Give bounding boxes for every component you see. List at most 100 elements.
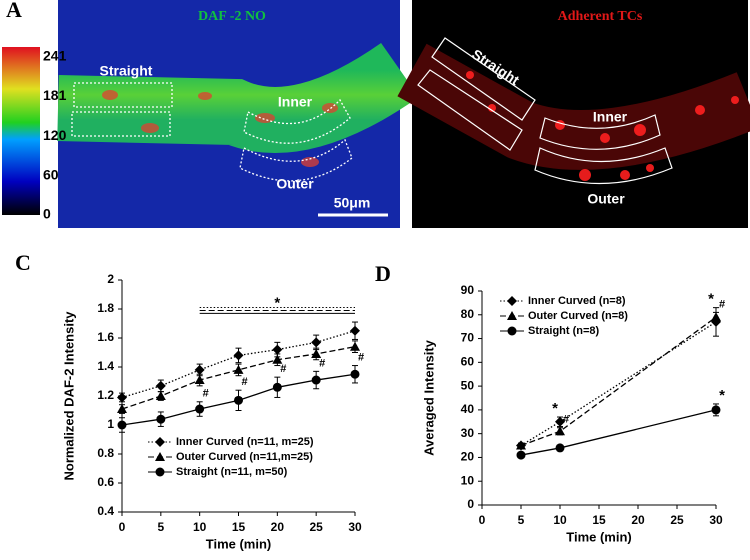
- y-tick-label: 90: [461, 283, 475, 297]
- legend-label: Inner Curved (n=8): [528, 295, 626, 307]
- scale-label: 50μm: [334, 195, 371, 211]
- marker: [195, 404, 205, 414]
- x-tick-label: 0: [119, 520, 126, 534]
- roi-boxes: [417, 37, 673, 185]
- marker: [516, 450, 526, 460]
- marker: [117, 404, 127, 414]
- x-tick-label: 25: [670, 513, 684, 527]
- panel-b: B Straight Inner Outer Adherent TCs: [397, 0, 750, 228]
- point-label: *: [719, 387, 725, 404]
- point-label: #: [319, 357, 325, 369]
- y-tick-label: 10: [461, 473, 475, 487]
- x-axis-label: Time (min): [566, 529, 632, 544]
- marker: [155, 452, 165, 461]
- x-tick-label: 20: [271, 520, 285, 534]
- colorbar-tick-label: 60: [43, 166, 59, 182]
- marker: [516, 440, 526, 450]
- x-tick-label: 10: [553, 513, 567, 527]
- point-label: #: [203, 388, 209, 400]
- x-tick-label: 15: [592, 513, 606, 527]
- point-label: #: [241, 376, 247, 388]
- panel-title: Adherent TCs: [558, 9, 643, 24]
- y-tick-label: 0.6: [97, 475, 114, 489]
- marker: [194, 364, 205, 375]
- x-tick-label: 20: [631, 513, 645, 527]
- roi-label: Inner: [593, 109, 628, 125]
- panel-letter: A: [6, 0, 22, 22]
- marker: [155, 467, 165, 477]
- marker: [311, 375, 321, 385]
- marker: [234, 395, 243, 405]
- y-axis-label: Averaged Intensity: [421, 339, 436, 456]
- point-label: #: [719, 298, 725, 310]
- y-tick-label: 30: [461, 426, 475, 440]
- marker: [555, 416, 565, 427]
- legend-label: Straight (n=11, m=50): [176, 466, 288, 478]
- point-label: #: [358, 351, 364, 363]
- y-tick-label: 20: [461, 450, 475, 464]
- x-tick-label: 0: [479, 513, 486, 527]
- y-tick-label: 0: [467, 497, 474, 511]
- marker: [555, 443, 565, 453]
- x-tick-label: 5: [157, 520, 164, 534]
- x-tick-label: 25: [309, 520, 323, 534]
- colorbar-tick-label: 0: [43, 206, 51, 222]
- y-tick-label: 40: [461, 402, 475, 416]
- marker: [711, 312, 721, 322]
- roi-label: Inner: [278, 94, 313, 110]
- roi-label: Outer: [587, 191, 625, 207]
- marker: [507, 326, 517, 336]
- y-tick-label: 1: [107, 417, 114, 431]
- point-label: *: [708, 291, 714, 308]
- panel-a: A Straight Inner Outer DAF -2 NO 50μm: [2, 0, 419, 228]
- marker: [507, 296, 517, 306]
- point-label: #: [280, 363, 286, 375]
- legend-label: Straight (n=8): [528, 325, 600, 337]
- vessel: [57, 42, 419, 153]
- y-tick-label: 0.8: [97, 446, 114, 460]
- x-tick-label: 10: [193, 520, 207, 534]
- legend-label: Outer Curved (n=11,m=25): [176, 451, 313, 463]
- significance-label: *: [274, 295, 280, 312]
- y-tick-label: 80: [461, 307, 475, 321]
- vessel: [397, 43, 750, 170]
- marker: [156, 414, 166, 424]
- y-tick-label: 70: [461, 331, 475, 345]
- panel-letter: D: [375, 261, 391, 286]
- marker: [507, 311, 517, 320]
- panel-letter: C: [15, 250, 31, 275]
- y-tick-label: 1.6: [97, 330, 114, 344]
- x-axis-label: Time (min): [206, 536, 272, 551]
- series-line: [520, 321, 717, 447]
- marker: [272, 344, 283, 355]
- marker: [194, 375, 205, 385]
- colorbar-tick-label: 181: [43, 87, 67, 103]
- y-tick-label: 60: [461, 355, 475, 369]
- marker: [311, 348, 322, 358]
- x-tick-label: 30: [348, 520, 362, 534]
- marker: [272, 354, 283, 364]
- panel-title: DAF -2 NO: [198, 9, 266, 24]
- marker: [155, 380, 166, 391]
- marker: [233, 350, 244, 361]
- hotspots: [102, 90, 338, 167]
- marker: [711, 405, 721, 415]
- roi-label: Outer: [276, 176, 314, 192]
- adherent-cells: [466, 71, 739, 181]
- y-tick-label: 0.4: [97, 504, 114, 518]
- legend-label: Inner Curved (n=11, m=25): [176, 436, 314, 448]
- marker: [272, 382, 282, 392]
- x-tick-label: 5: [518, 513, 525, 527]
- point-label: #: [563, 414, 569, 426]
- colorbar-tick-label: 120: [43, 127, 67, 143]
- x-tick-label: 30: [709, 513, 723, 527]
- roi-label: Straight: [100, 63, 153, 79]
- marker: [350, 369, 360, 379]
- y-axis-label: Normalized DAF-2 Intensity: [61, 311, 76, 481]
- y-tick-label: 1.4: [97, 359, 114, 373]
- marker: [311, 337, 322, 348]
- y-tick-label: 50: [461, 378, 475, 392]
- x-tick-label: 15: [232, 520, 246, 534]
- marker: [117, 392, 127, 403]
- marker: [350, 325, 360, 336]
